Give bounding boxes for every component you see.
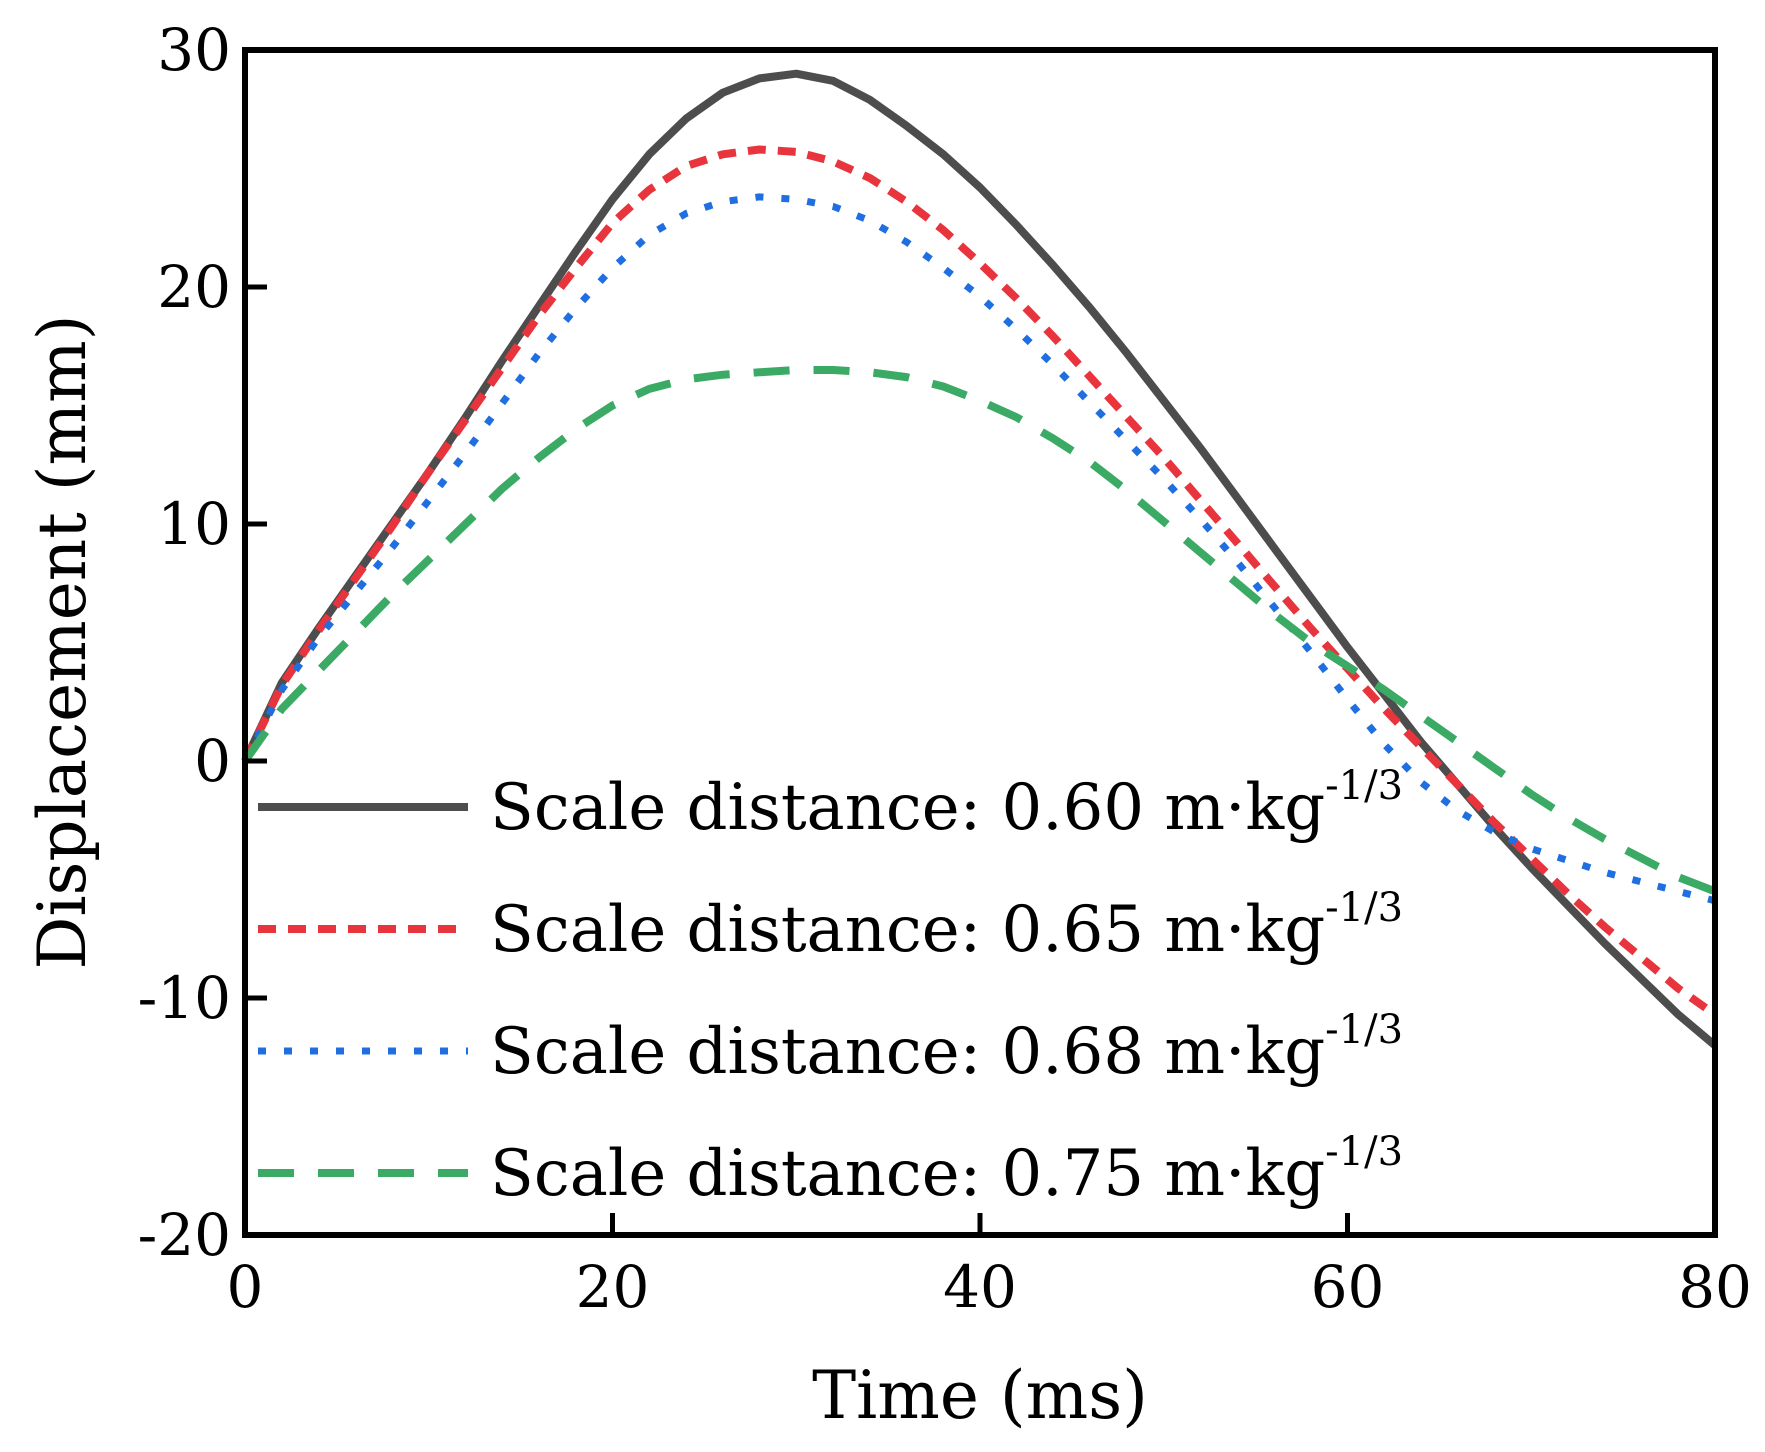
y-tick-label: 0	[194, 727, 231, 795]
y-tick-label: -20	[138, 1201, 231, 1269]
x-tick-label: 40	[943, 1253, 1017, 1321]
x-tick-label: 80	[1678, 1253, 1752, 1321]
y-tick-label: 10	[157, 490, 231, 558]
y-tick-label: 30	[157, 16, 231, 84]
ticks-layer: 0 20 40 60 80 -20 -10 0 10 20 30	[138, 16, 1752, 1321]
y-axis-title: Displacement (mm)	[24, 315, 101, 970]
legend-label-1: Scale distance: 0.60 m·kg-1/3	[490, 763, 1403, 845]
y-tick-label: 20	[157, 253, 231, 321]
legend-label-2: Scale distance: 0.65 m·kg-1/3	[490, 885, 1403, 967]
series-layer	[241, 69, 1718, 1049]
x-tick-label: 20	[576, 1253, 650, 1321]
x-axis-title: Time (ms)	[812, 1357, 1148, 1434]
series-line-2	[241, 145, 1718, 1018]
y-tick-label: -10	[138, 964, 231, 1032]
x-tick-label: 0	[227, 1253, 264, 1321]
x-tick-label: 60	[1311, 1253, 1385, 1321]
series-line-3	[241, 193, 1716, 905]
legend-label-4: Scale distance: 0.75 m·kg-1/3	[490, 1129, 1403, 1211]
legend: Scale distance: 0.60 m·kg-1/3 Scale dista…	[258, 763, 1403, 1211]
legend-label-3: Scale distance: 0.68 m·kg-1/3	[490, 1007, 1403, 1089]
